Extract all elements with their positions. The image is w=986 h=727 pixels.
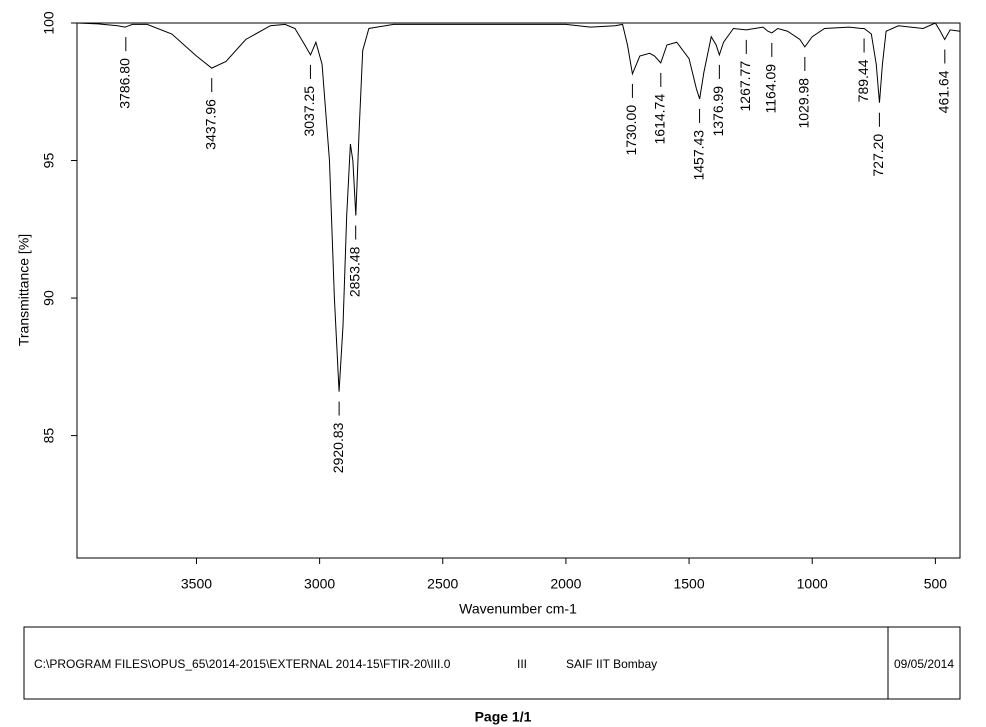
y-tick-label: 85 [41, 428, 57, 444]
peak-label: 789.44 [855, 59, 871, 102]
x-tick-label: 1000 [797, 576, 828, 592]
y-tick-label: 95 [41, 153, 57, 169]
y-tick-label: 100 [41, 11, 57, 35]
peak-label: 461.64 [936, 70, 952, 113]
peak-label: 2853.48 [346, 246, 362, 297]
peak-label: 1164.09 [763, 64, 779, 114]
peak-label: 727.20 [870, 134, 886, 177]
page-number: Page 1/1 [475, 709, 532, 725]
x-tick-label: 2000 [550, 576, 581, 592]
footer-box [23, 626, 961, 700]
peak-label: 1730.00 [623, 105, 639, 156]
file-path: C:\PROGRAM FILES\OPUS_65\2014-2015\EXTER… [34, 657, 451, 671]
date: 09/05/2014 [894, 657, 954, 671]
peak-label: 3437.96 [202, 99, 218, 150]
peak-label: 1376.99 [710, 86, 726, 137]
peak-label: 1029.98 [796, 78, 812, 129]
x-tick-label: 500 [924, 576, 948, 592]
y-tick-label: 90 [41, 290, 57, 306]
x-tick-label: 2500 [427, 576, 458, 592]
spectrum-line [76, 22, 961, 392]
sample-name: III [517, 657, 527, 671]
x-tick-label: 1500 [673, 576, 704, 592]
peak-label: 2920.83 [330, 422, 346, 473]
y-axis-label: Transmittance [%] [16, 234, 32, 346]
lab-name: SAIF IIT Bombay [566, 657, 657, 671]
peak-label: 3786.80 [117, 58, 133, 109]
x-tick-label: 3500 [181, 576, 212, 592]
peak-label: 1614.74 [652, 94, 668, 145]
peak-label: 1267.77 [737, 61, 753, 112]
x-axis-label: Wavenumber cm-1 [459, 601, 577, 617]
peak-label: 3037.25 [301, 86, 317, 137]
x-tick-label: 3000 [304, 576, 335, 592]
peak-label: 1457.43 [690, 130, 706, 181]
plot-frame [76, 22, 961, 559]
